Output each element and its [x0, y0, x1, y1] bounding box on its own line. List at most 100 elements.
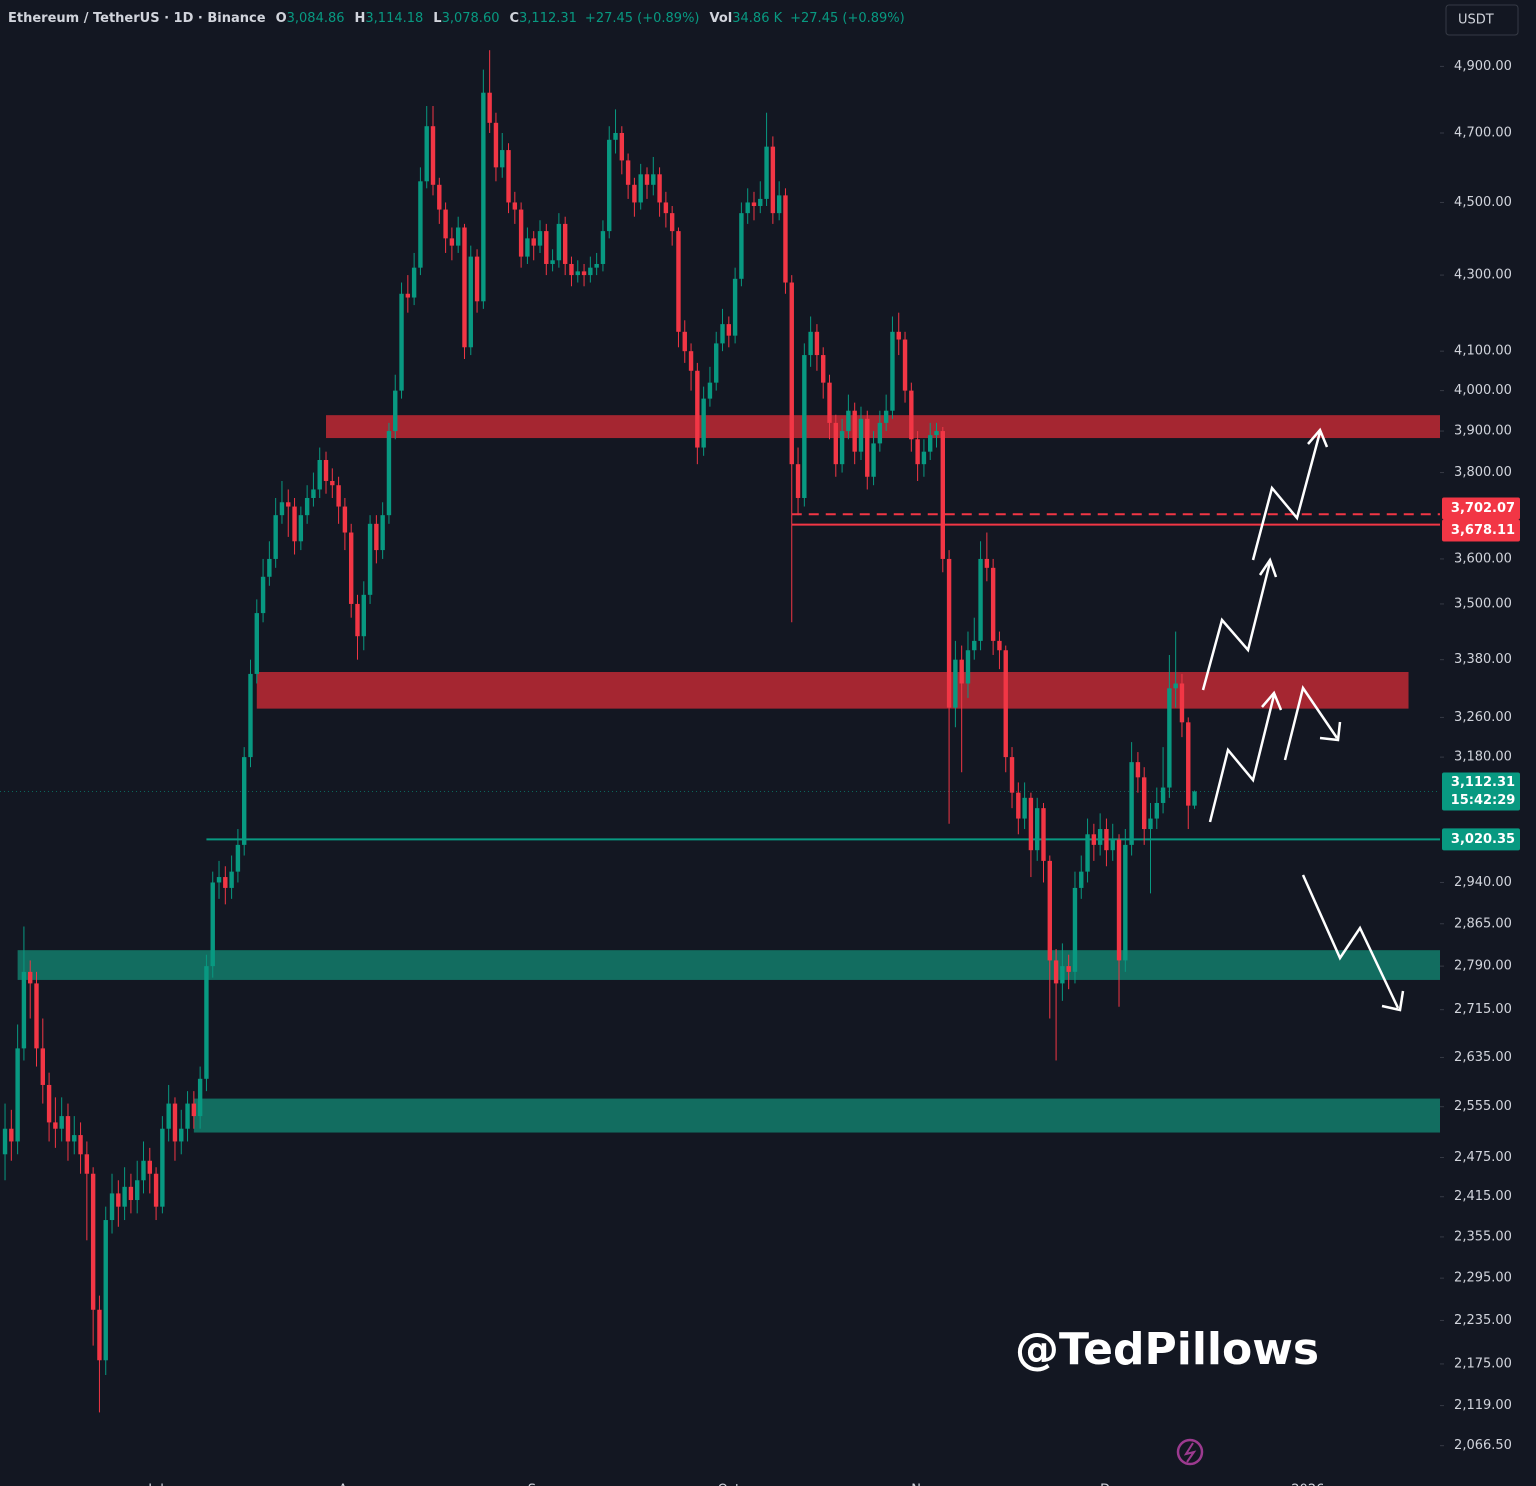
- candle-body: [846, 410, 851, 432]
- candle-body: [254, 613, 259, 674]
- candle-body: [216, 877, 222, 883]
- candle-body: [814, 331, 820, 356]
- arrow-head: [1381, 990, 1405, 1012]
- candle-body: [1041, 808, 1046, 861]
- y-tick-label: 3,260.00: [1454, 710, 1512, 725]
- zone: [17, 950, 1440, 980]
- candle-body: [1110, 839, 1115, 851]
- candle-body: [323, 459, 329, 481]
- candle-body: [166, 1103, 171, 1129]
- candle-body: [833, 422, 839, 465]
- candle-body: [883, 410, 889, 423]
- price-tag-label: 3,020.35: [1451, 832, 1515, 847]
- candle-body: [46, 1084, 52, 1123]
- watermark: @TedPillows: [1015, 1324, 1319, 1375]
- candle-body: [953, 659, 958, 708]
- candle-body: [915, 439, 920, 465]
- candle-body: [1060, 966, 1065, 984]
- candle-body: [1047, 860, 1052, 961]
- legend-key: H: [355, 11, 366, 26]
- candle-body: [821, 355, 826, 383]
- logo-icon: [1176, 1438, 1204, 1466]
- y-tick-label: 4,000.00: [1454, 383, 1512, 398]
- candle-body: [858, 418, 864, 452]
- y-tick-label: 3,380.00: [1454, 652, 1512, 667]
- y-tick-label: 2,295.00: [1454, 1271, 1512, 1286]
- candle-body: [644, 174, 650, 185]
- icon-ring: [1176, 1438, 1204, 1466]
- zone: [193, 1098, 1440, 1133]
- candle-body: [896, 331, 901, 340]
- candle-body: [405, 293, 411, 298]
- candle-body: [1003, 650, 1008, 758]
- candle-body: [311, 489, 316, 498]
- candle-body: [997, 640, 1002, 651]
- scenario-arrows: [1201, 427, 1405, 1012]
- legend-value: 3,078.60: [442, 11, 500, 26]
- candle-body: [9, 1128, 14, 1142]
- price-tag-label: 3,702.07: [1451, 501, 1515, 516]
- candle-body: [481, 92, 486, 302]
- currency-button[interactable]: [1445, 4, 1519, 36]
- countdown: 15:42:29: [1451, 793, 1516, 808]
- candle-body: [934, 431, 939, 436]
- volume-key: Vol: [710, 11, 733, 26]
- candle-body: [374, 523, 379, 551]
- candle-body: [978, 558, 983, 641]
- candle-body: [638, 174, 643, 203]
- candle-body: [292, 506, 297, 542]
- candle-body: [2, 1128, 8, 1155]
- candle-body: [613, 132, 618, 140]
- candle-body: [921, 451, 927, 465]
- candle-body: [78, 1135, 83, 1155]
- change: +27.45 (+0.89%): [585, 11, 700, 26]
- candle-body: [607, 139, 612, 232]
- candle-body: [468, 256, 473, 348]
- candle-body: [795, 464, 801, 498]
- candle-body: [342, 506, 348, 533]
- candle-body: [223, 877, 228, 888]
- zone: [326, 415, 1441, 439]
- candle-body: [185, 1103, 190, 1129]
- candle-body: [411, 267, 417, 298]
- candle-body: [852, 410, 857, 452]
- candle-body: [367, 523, 373, 595]
- y-tick-label: 3,900.00: [1454, 424, 1512, 439]
- candle-body: [241, 757, 247, 845]
- x-tick-label: Aug: [338, 1483, 363, 1486]
- legend-value: 3,112.31: [519, 11, 577, 26]
- candle-body: [1129, 762, 1134, 845]
- y-tick-label: 2,119.00: [1454, 1398, 1512, 1413]
- candle-body: [1167, 688, 1172, 788]
- candle-body: [304, 497, 310, 516]
- candle-body: [877, 422, 883, 444]
- candle-body: [90, 1173, 96, 1310]
- candle-body: [695, 370, 700, 448]
- y-tick-label: 4,500.00: [1454, 195, 1512, 210]
- candle-body: [745, 202, 750, 214]
- candle-body: [1097, 829, 1103, 845]
- candle-body: [600, 231, 606, 264]
- x-tick-label: 2026: [1291, 1483, 1324, 1486]
- zones: [17, 415, 1441, 1133]
- candle-body: [569, 263, 574, 276]
- candle-body: [455, 227, 461, 246]
- candle-body: [1148, 818, 1153, 830]
- candle-body: [128, 1186, 134, 1201]
- candle-body: [141, 1160, 146, 1181]
- candle-body: [65, 1116, 71, 1142]
- candle-body: [1085, 834, 1090, 872]
- candle-body: [84, 1154, 90, 1174]
- candle-body: [990, 567, 996, 641]
- price-tag-box: [1442, 519, 1520, 542]
- currency-label[interactable]: USDT: [1458, 13, 1494, 28]
- candle-body: [59, 1116, 64, 1129]
- candle-body: [682, 331, 687, 352]
- y-tick-label: 2,790.00: [1454, 959, 1512, 974]
- price-tag-label: 3,112.31: [1451, 775, 1515, 790]
- y-tick-label: 3,800.00: [1454, 465, 1512, 480]
- candle-body: [1053, 960, 1059, 984]
- candle-body: [562, 223, 568, 264]
